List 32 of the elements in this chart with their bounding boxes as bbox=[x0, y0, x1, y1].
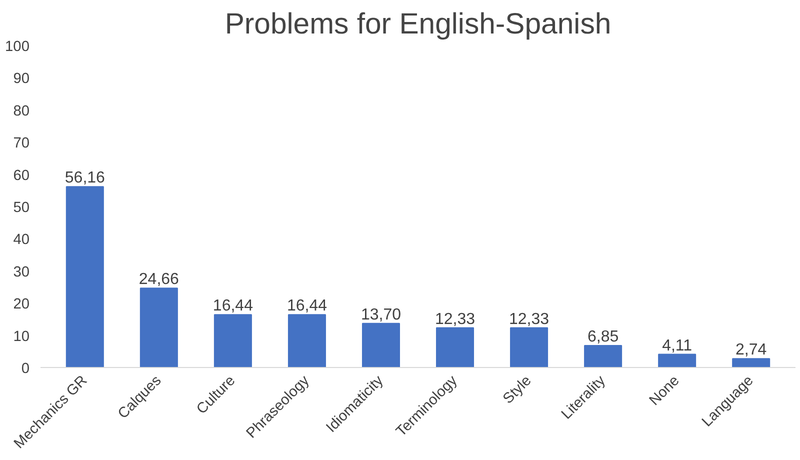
chart-title: Problems for English-Spanish bbox=[224, 8, 612, 40]
y-tick-label: 50 bbox=[13, 200, 30, 216]
bar bbox=[732, 358, 770, 368]
y-tick-label: 40 bbox=[13, 232, 30, 248]
y-tick-label: 90 bbox=[13, 71, 30, 88]
bar bbox=[140, 288, 178, 368]
y-tick-label: 10 bbox=[13, 328, 30, 345]
data-label: 4,11 bbox=[662, 337, 692, 354]
bar bbox=[436, 327, 474, 368]
bar bbox=[214, 314, 252, 368]
data-label: 56,16 bbox=[64, 170, 106, 187]
bar bbox=[288, 314, 326, 368]
data-label: 24,66 bbox=[138, 271, 180, 288]
y-tick-label: 0 bbox=[21, 361, 30, 377]
data-label: 16,44 bbox=[286, 298, 328, 315]
y-tick-label: 100 bbox=[5, 39, 30, 55]
data-label: 2,74 bbox=[736, 342, 767, 359]
data-label: 12,33 bbox=[434, 310, 476, 328]
y-tick-label: 30 bbox=[13, 264, 30, 280]
y-tick-label: 60 bbox=[13, 168, 30, 184]
data-label: 6,85 bbox=[587, 328, 619, 346]
bar bbox=[510, 327, 548, 368]
bar bbox=[658, 354, 696, 368]
data-label: 13,70 bbox=[360, 306, 402, 324]
bar bbox=[66, 186, 104, 368]
data-label: 12,33 bbox=[509, 310, 550, 328]
bar bbox=[584, 344, 622, 368]
data-label: 16,44 bbox=[212, 298, 254, 315]
y-tick-label: 20 bbox=[13, 296, 30, 313]
y-tick-label: 80 bbox=[13, 103, 30, 120]
y-tick-label: 70 bbox=[13, 136, 30, 152]
bar bbox=[362, 322, 400, 368]
